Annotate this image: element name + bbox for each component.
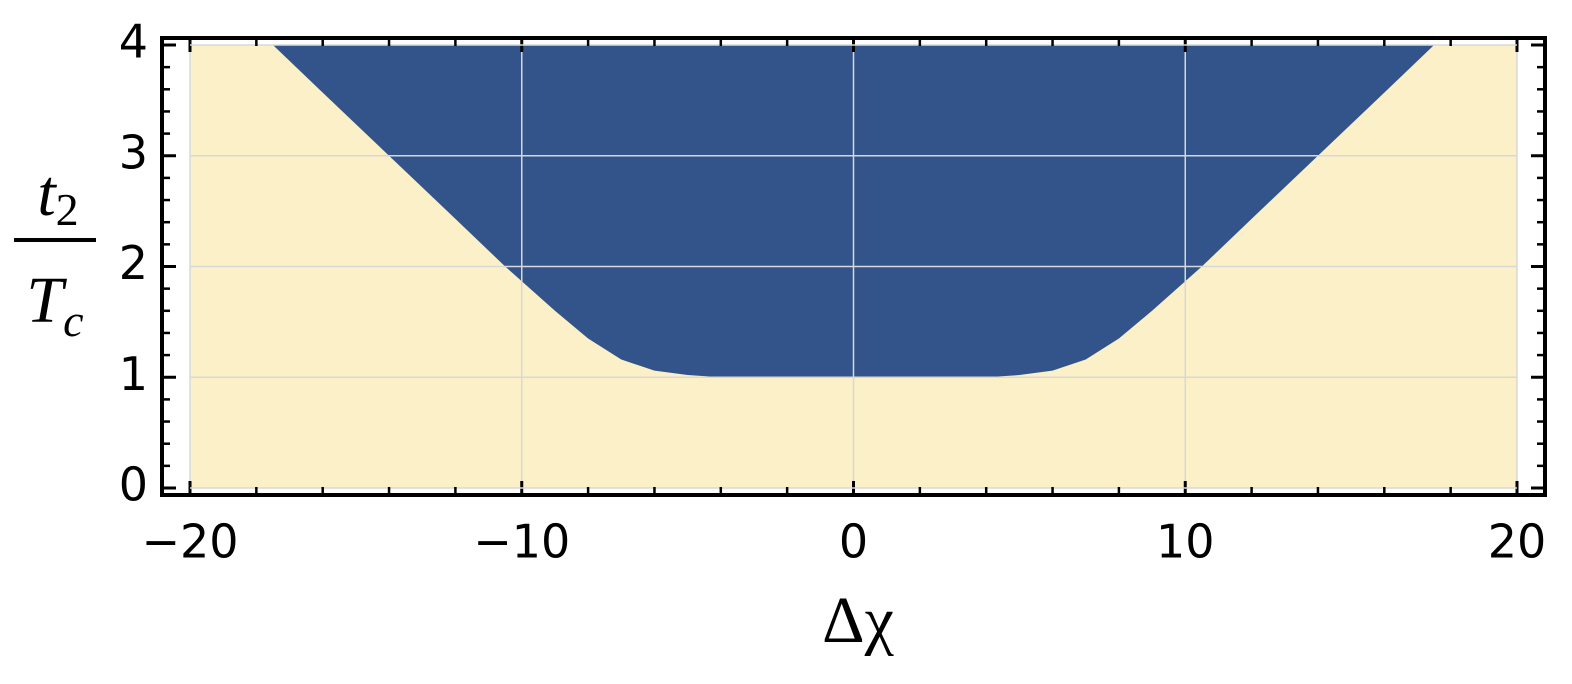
y-label-denominator: Tc — [26, 264, 83, 346]
x-tick-label: 0 — [839, 515, 868, 569]
y-tick-label: 1 — [119, 347, 148, 401]
y-label-num-sub: 2 — [56, 184, 79, 235]
y-label-num-base: t — [37, 157, 57, 230]
y-label-den-sub: c — [63, 295, 83, 346]
x-tick-label: 10 — [1156, 515, 1215, 569]
x-axis-label: Δχ — [822, 584, 894, 657]
x-tick-label: 20 — [1488, 515, 1547, 569]
x-tick-label: −20 — [141, 515, 238, 569]
y-axis-label: t2 Tc — [14, 157, 96, 346]
y-tick-label: 2 — [119, 236, 148, 290]
y-label-den-base: T — [26, 264, 67, 337]
y-tick-label: 3 — [119, 125, 148, 179]
y-tick-label: 4 — [119, 15, 148, 69]
plot-frame — [160, 36, 1547, 497]
x-tick-label: −10 — [473, 515, 570, 569]
y-tick-label: 0 — [119, 458, 148, 512]
y-label-numerator: t2 — [37, 157, 78, 235]
